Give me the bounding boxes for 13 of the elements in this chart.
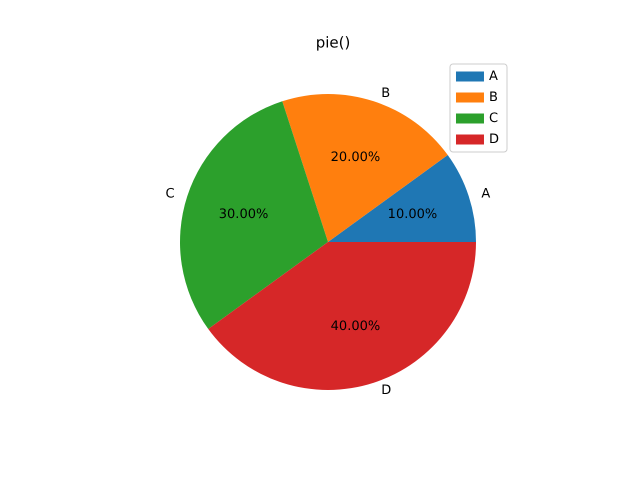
legend-label: C bbox=[488, 111, 498, 126]
data-label: 10.00% bbox=[388, 207, 438, 222]
slice-label: D bbox=[381, 382, 392, 398]
slice-label: C bbox=[166, 186, 175, 202]
legend-label: B bbox=[488, 90, 498, 105]
data-label: 40.00% bbox=[330, 318, 380, 334]
legend-label: D bbox=[488, 132, 500, 147]
legend-label: A bbox=[488, 69, 498, 84]
slice-label: A bbox=[481, 186, 490, 202]
slice-label: B bbox=[381, 86, 390, 102]
chart-title: pie() bbox=[316, 34, 350, 52]
data-label: 20.00% bbox=[330, 150, 380, 166]
data-label: 30.00% bbox=[218, 207, 268, 222]
